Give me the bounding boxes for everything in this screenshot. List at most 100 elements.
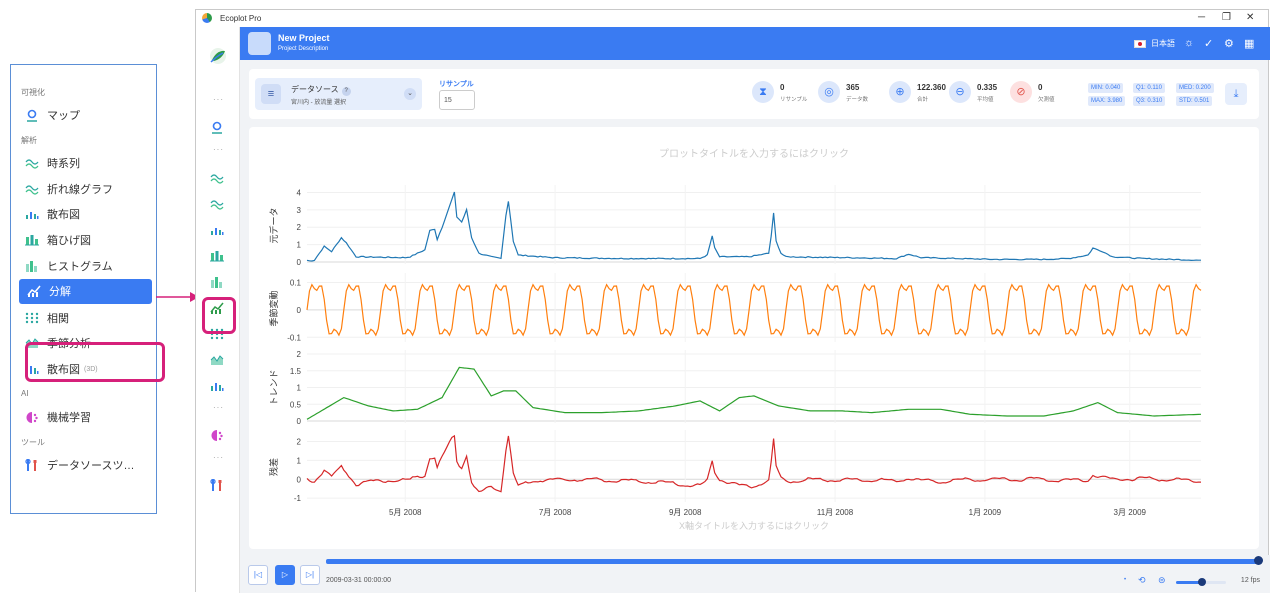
playback-bar: |◁ ▷ ▷| 2009-03-31 00:00:00 • ⟲ ⊜ 12 fps xyxy=(240,555,1270,593)
y-tick-label: 0.5 xyxy=(290,400,302,409)
menu-item-wave[interactable]: 折れ線グラフ xyxy=(25,178,145,200)
japan-flag-icon xyxy=(1134,39,1146,48)
missing-icon: ⊘ xyxy=(1010,81,1032,103)
series-line-2[interactable] xyxy=(306,366,1202,420)
check-circle-icon[interactable]: ✓ xyxy=(1204,38,1214,50)
x-tick-label: 1月 2009 xyxy=(969,508,1002,517)
play-button[interactable]: ▷ xyxy=(275,565,295,585)
stat-value: 122.360 xyxy=(917,83,946,92)
datasource-subtitle: 宮川内 - 放流量 選択 xyxy=(291,100,346,106)
gear-icon[interactable]: ⚙ xyxy=(1224,38,1234,50)
y-tick-label: 1 xyxy=(297,241,302,250)
rail-scatter-icon[interactable] xyxy=(210,223,226,237)
quantile-med: MED: 0.200 xyxy=(1176,83,1214,93)
series-label: 残差 xyxy=(268,458,279,476)
y-tick-label: 4 xyxy=(297,188,302,197)
tools-icon xyxy=(25,458,39,471)
plot-title-placeholder[interactable]: プロットタイトルを入力するにはクリック xyxy=(659,149,849,160)
restore-icon[interactable]: ❐ xyxy=(1222,12,1231,23)
language-label: 日本語 xyxy=(1151,39,1175,48)
rail-histogram-icon[interactable] xyxy=(210,275,226,289)
menu-item-wave[interactable]: 時系列 xyxy=(25,152,145,174)
step-forward-button[interactable]: ▷| xyxy=(300,565,320,585)
quantile-std: STD: 0.501 xyxy=(1176,96,1213,106)
series-line-1[interactable] xyxy=(306,283,1202,337)
stat-label: リサンプル xyxy=(780,97,808,103)
menu-item-histogram[interactable]: ヒストグラム xyxy=(25,255,145,277)
series-line-0[interactable] xyxy=(306,191,1201,262)
rail-boxplot-icon[interactable] xyxy=(210,249,226,263)
speed-handle[interactable] xyxy=(1198,578,1206,586)
stat-value: 0 xyxy=(780,83,785,92)
correlation-icon xyxy=(25,312,39,324)
rail-wave-icon[interactable] xyxy=(210,197,226,211)
help-icon[interactable]: ? xyxy=(341,87,351,96)
chevron-down-icon[interactable]: ⌄ xyxy=(404,88,416,100)
rail-decompose-icon[interactable] xyxy=(210,301,226,315)
app-logo-icon xyxy=(202,13,212,23)
project-description[interactable]: Project Description xyxy=(278,46,329,52)
series-label: 季節変動 xyxy=(268,290,279,326)
close-icon[interactable]: ✕ xyxy=(1246,12,1255,23)
x-tick-label: 9月 2008 xyxy=(669,508,702,517)
stat-label: 合計 xyxy=(917,97,929,103)
decomposition-chart[interactable]: 0 1 2 3 4 元データ -0.1 0 0.1 季節変動 0 0.5 1 1.5 2 トレンド -1 0 1 2 残… xyxy=(249,127,1259,549)
plot-card: プロットタイトルを入力するにはクリック 0 1 2 3 4 元データ -0.1 0 0.1 季節変… xyxy=(249,127,1259,549)
menu-item-scatter[interactable]: 散布図 xyxy=(25,203,145,225)
menu-item-suffix: (3D) xyxy=(84,365,98,373)
data-toolbar: ≡ データソース? 宮川内 - 放流量 選択 ⌄ リサンプル ⧗ 0 リサンプル… xyxy=(249,69,1259,119)
menu-item-tools[interactable]: データソースツ… xyxy=(25,454,145,476)
language-selector[interactable]: 日本語 xyxy=(1134,38,1175,49)
dot-icon: • xyxy=(1124,577,1127,583)
datasource-title: データソース xyxy=(291,85,339,94)
stat-value: 0.335 xyxy=(977,83,998,92)
menu-item-label: データソースツ… xyxy=(47,459,135,472)
divider-dots: ··· xyxy=(213,403,224,412)
rail-tools-icon[interactable] xyxy=(210,478,226,493)
brain-icon xyxy=(25,411,39,423)
y-tick-label: 0 xyxy=(297,306,302,315)
project-icon[interactable] xyxy=(248,32,271,55)
menu-item-brain[interactable]: 機械学習 xyxy=(25,406,145,428)
resample-input[interactable] xyxy=(439,90,475,110)
x-axis-title-placeholder[interactable]: X軸タイトルを入力するにはクリック xyxy=(678,521,829,531)
menu-item-boxplot[interactable]: 箱ひげ図 xyxy=(25,229,145,251)
rail-map-pin-icon[interactable] xyxy=(210,121,226,135)
sun-icon[interactable]: ☼ xyxy=(1184,37,1195,49)
resample-label: リサンプル xyxy=(439,81,474,88)
menu-item-label: 箱ひげ図 xyxy=(47,235,91,248)
project-title[interactable]: New Project xyxy=(278,33,330,43)
rail-wave-icon[interactable] xyxy=(210,171,226,185)
y-tick-label: -1 xyxy=(294,494,302,503)
x-tick-label: 3月 2009 xyxy=(1114,508,1147,517)
datasource-selector[interactable]: ≡ データソース? 宮川内 - 放流量 選択 ⌄ xyxy=(255,78,422,110)
menu-item-label: 相関 xyxy=(47,312,69,325)
loop-icon[interactable]: ⟲ xyxy=(1138,575,1146,585)
stat-label: 平均値 xyxy=(977,97,994,103)
minimize-icon[interactable]: ─ xyxy=(1198,12,1206,23)
rail-scatter3d-icon[interactable] xyxy=(210,379,226,393)
arrow-icon xyxy=(156,292,199,302)
speed-fill xyxy=(1176,581,1204,584)
grid-icon[interactable]: ▦ xyxy=(1244,38,1255,50)
timeline-handle[interactable] xyxy=(1254,556,1263,565)
menu-item-map-pin[interactable]: マップ xyxy=(25,104,145,126)
menu-zoom-panel: 可視化 マップ 解析 時系列 折れ線グラフ 散布図 箱ひげ図 ヒストグラム 分解 相関 季節分析 散布… xyxy=(10,64,165,514)
rail-brain-icon[interactable] xyxy=(210,429,226,443)
y-tick-label: 0 xyxy=(297,258,302,267)
menu-section-label: 可視化 xyxy=(21,88,45,97)
step-back-button[interactable]: |◁ xyxy=(248,565,268,585)
x-tick-label: 5月 2008 xyxy=(389,508,422,517)
speed-icon[interactable]: ⊜ xyxy=(1158,575,1166,585)
rail-seasonal-icon[interactable] xyxy=(210,353,226,367)
timeline-track[interactable] xyxy=(326,559,1259,564)
quantile-min: MIN: 0.040 xyxy=(1088,83,1124,93)
menu-item-label: 散布図 xyxy=(47,364,80,377)
divider-dots: ··· xyxy=(213,95,224,104)
window-title: Ecoplot Pro xyxy=(220,14,262,23)
stat-label: 欠測値 xyxy=(1038,97,1055,103)
menu-item-decompose[interactable]: 分解 xyxy=(19,278,152,304)
download-button[interactable]: ⤓ xyxy=(1225,83,1247,105)
series-line-3[interactable] xyxy=(306,434,1201,493)
menu-item-correlation[interactable]: 相関 xyxy=(25,307,145,329)
